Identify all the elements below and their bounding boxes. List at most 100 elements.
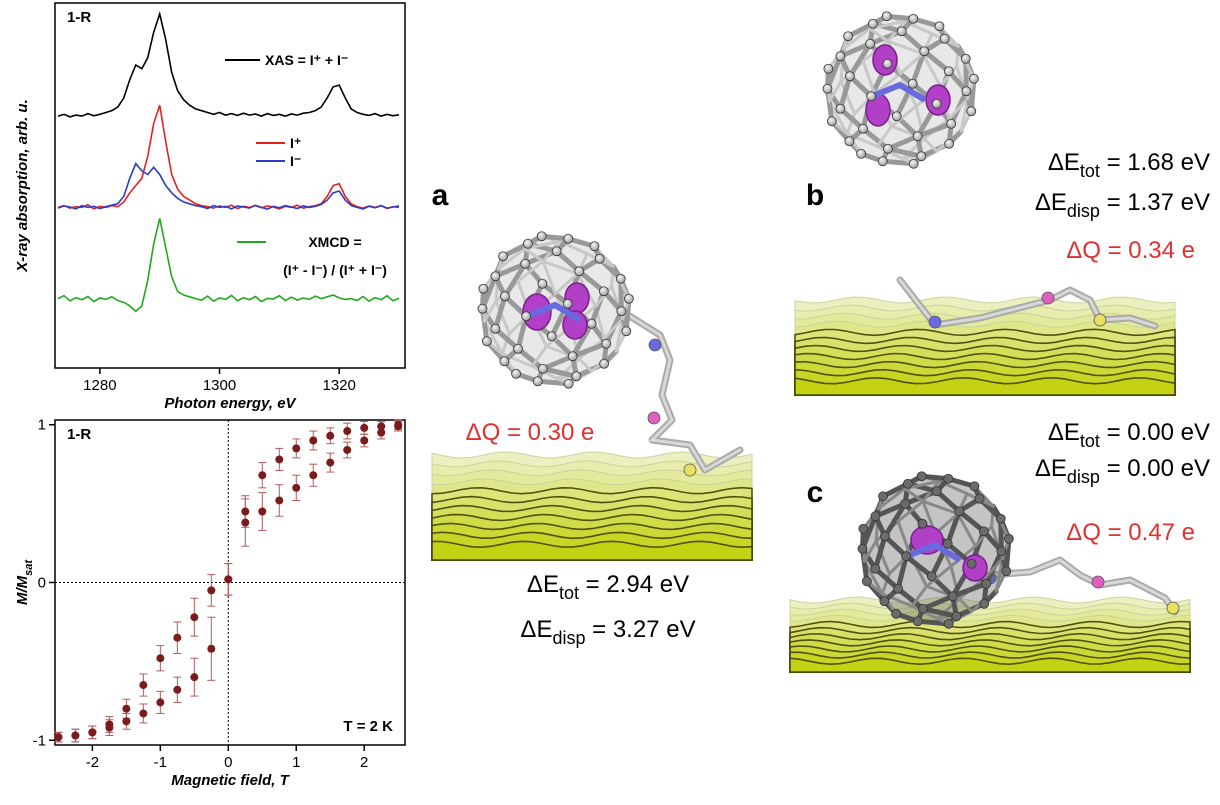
plot-frame [55,3,405,368]
data-point [173,634,181,642]
cage-atom [901,499,910,508]
data-point [309,471,317,479]
panel-label: 1-R [67,426,91,443]
data-point [258,471,266,479]
spectrum-line [58,164,399,210]
cage-atom [499,252,508,261]
cage-atom [572,372,581,381]
data-point [275,496,283,504]
cage-atom [944,619,953,628]
cage-atom [883,59,892,68]
ligand-atom [929,316,941,328]
data-point [394,422,402,430]
energy-subscript: tot [1080,161,1100,181]
cage-atom [866,39,875,48]
cage-atom [616,274,625,283]
ligand-atom [1094,314,1106,326]
ligand-atom [1042,292,1054,304]
legend-label: XMCD = (I⁺ - I⁻) / (I⁺ + I⁻) [250,228,420,284]
data-point [241,508,249,516]
cage-atom [927,572,936,581]
cage-atom [868,19,877,28]
cage-atom [970,482,979,491]
cage-atom [587,319,596,328]
cage-atom [975,494,984,503]
ligand-atom [1167,602,1179,614]
cage-atom [940,34,949,43]
cage-atom [563,299,572,308]
cage-atom [500,292,509,301]
data-point [241,519,249,527]
cage-atom [880,597,889,606]
cage-atom [552,247,561,256]
cage-atom [523,239,532,248]
legend-label: XAS = I⁺ + I⁻ [265,46,348,74]
energy-value: = 2.94 eV [579,571,689,598]
y-axis-label-main: M/M [14,575,31,605]
cage-atom [500,357,509,366]
cage-atom [514,344,523,353]
x-axis-label: Photon energy, eV [164,395,297,412]
cage-atom [902,552,911,561]
energy-subscript: tot [559,583,579,603]
cage-atom [908,79,917,88]
panel-letter: c [807,476,824,509]
data-point [360,424,368,432]
cage-atom [894,584,903,593]
cage-atom [932,99,941,108]
data-point [122,717,130,725]
data-point [292,484,300,492]
data-point [88,728,96,736]
figure: 1280130013201-RPhoton energy, eVX-ray ab… [0,0,1220,805]
energy-symbol: ΔE [1048,149,1080,176]
cage-atom [538,279,547,288]
cage-atom [948,592,957,601]
cage-atom [945,139,954,148]
cage-atom [952,612,961,621]
cage-atom [913,132,922,141]
data-point [292,444,300,452]
cage-atom [602,339,611,348]
cage-atom [622,327,631,336]
energy-symbol: ΔE [1035,455,1067,482]
cage-atom [824,64,833,73]
cage-atom [823,84,832,93]
ligand-atom [684,464,696,476]
cage-atom [932,487,941,496]
panel-letter: b [806,179,824,212]
cage-atom [871,564,880,573]
cage-atom [1002,567,1011,576]
cage-atom [479,284,488,293]
cage-atom [917,152,926,161]
cage-atom [600,359,609,368]
cage-atom [892,609,901,618]
energy-symbol: ΔE [520,616,552,643]
data-point [71,732,79,740]
data-point [360,437,368,445]
cage-atom [909,14,918,23]
cage-atom [521,259,530,268]
cage-atom [917,472,926,481]
metal-atom [963,555,987,581]
cage-atom [575,267,584,276]
energy-value: = 0.00 eV [1100,419,1210,446]
cage-atom [478,304,487,313]
data-point [326,432,334,440]
x-tick-label: 1320 [323,377,356,394]
annotation: T = 2 K [343,718,393,735]
ligand-chain [620,310,740,470]
cage-atom [595,254,604,263]
energy-symbol: ΔE [527,571,559,598]
ligand-atom [649,339,661,351]
data-point [343,446,351,454]
energy-value: = 3.27 eV [585,616,695,643]
cage-atom [857,149,866,158]
x-tick-label: -1 [154,754,167,771]
cage-atom [944,474,953,483]
energy-value: = 1.68 eV [1100,149,1210,176]
data-point [377,429,385,437]
charge-transfer: ΔQ = 0.34 e [1066,237,1195,264]
cage-atom [944,67,953,76]
energy-label: ΔEtot = 0.00 eV [1048,419,1210,451]
cage-atom [969,74,978,83]
